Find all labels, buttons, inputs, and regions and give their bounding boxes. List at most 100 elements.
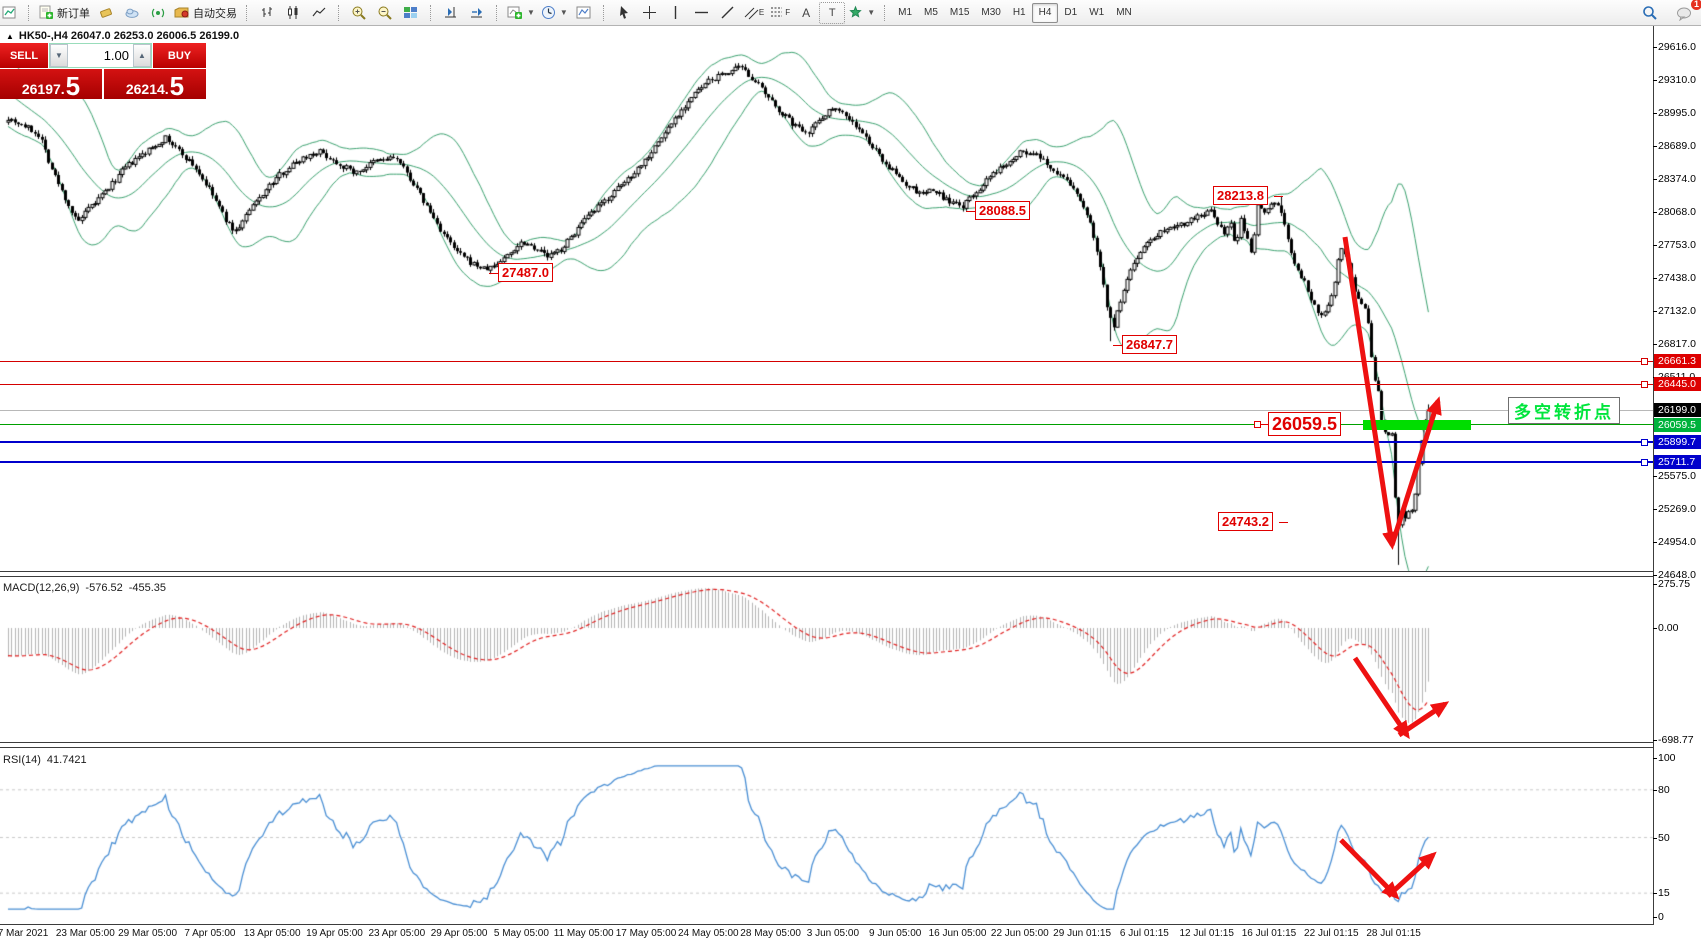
line-drag-handle[interactable] <box>1641 458 1648 466</box>
buy-price[interactable]: 26214 . 5 <box>104 69 206 99</box>
time-tick: 7 Mar 2021 <box>0 928 49 939</box>
toolbar-separator <box>246 4 248 21</box>
horizontal-level-line[interactable] <box>0 460 1653 463</box>
text-tool-button[interactable]: A <box>793 2 819 24</box>
price-annotation-label[interactable]: 26059.5 <box>1268 412 1342 436</box>
timeframe-button-m30[interactable]: M30 <box>981 7 1001 18</box>
price-annotation-label[interactable]: 24743.2 <box>1218 512 1273 531</box>
fibonacci-tool-icon[interactable]: F <box>767 2 793 24</box>
time-tick: 16 Jul 01:15 <box>1241 928 1297 939</box>
auto-scroll-icon[interactable] <box>464 2 490 24</box>
horizontal-line-tool-icon[interactable] <box>689 2 715 24</box>
new-chart-button[interactable]: ▼ <box>504 2 538 24</box>
support-zone-rectangle[interactable] <box>1363 420 1471 430</box>
new-order-button[interactable]: 新订单 <box>36 2 93 24</box>
timeframe-button-d1[interactable]: D1 <box>1064 7 1078 18</box>
label-anchor-square[interactable] <box>1254 421 1261 428</box>
eraser-icon[interactable] <box>93 2 119 24</box>
bar-chart-mode-icon[interactable] <box>254 2 280 24</box>
buy-price-pips: 5 <box>169 71 185 101</box>
zoom-in-icon[interactable] <box>346 2 372 24</box>
time-tick: 17 May 05:00 <box>615 928 677 939</box>
price-annotation-label[interactable]: 28213.8 <box>1213 186 1268 205</box>
volume-decrease-button[interactable]: ▼ <box>50 44 68 67</box>
tile-windows-icon[interactable] <box>398 2 424 24</box>
price-tick: 28068.0 <box>1658 205 1696 218</box>
horizontal-level-line[interactable] <box>0 360 1653 362</box>
dropdown-caret-icon: ▼ <box>527 8 535 17</box>
pane-separator[interactable] <box>0 576 1653 577</box>
chart-bottom-border <box>0 924 1701 925</box>
signal-icon[interactable] <box>145 2 171 24</box>
turning-point-note[interactable]: 多空转折点 <box>1508 397 1620 424</box>
volume-increase-button[interactable]: ▲ <box>133 44 151 67</box>
volume-input[interactable] <box>68 44 133 67</box>
macd-signal-value: -455.35 <box>128 582 167 594</box>
timeframe-button-mn[interactable]: MN <box>1116 7 1132 18</box>
buy-button[interactable]: BUY <box>152 43 206 68</box>
macd-tick: 0.00 <box>1658 622 1679 634</box>
buy-price-dot: . <box>164 81 169 97</box>
axis-price-label: 26059.5 <box>1654 417 1701 432</box>
sell-button[interactable]: SELL <box>0 43 49 68</box>
trendline-tool-icon[interactable] <box>715 2 741 24</box>
time-tick: 9 Jun 05:00 <box>869 928 922 939</box>
label-connector <box>489 272 498 274</box>
periods-button[interactable]: ▼ <box>538 2 571 24</box>
chart-window-icon[interactable] <box>0 2 22 24</box>
macd-name: MACD(12,26,9) <box>3 582 80 594</box>
pane-separator[interactable] <box>0 747 1653 748</box>
time-tick: 23 Mar 05:00 <box>55 928 115 939</box>
autotrading-button[interactable]: 自动交易 <box>171 2 240 24</box>
price-annotation-label[interactable]: 28088.5 <box>975 201 1030 220</box>
pane-separator[interactable] <box>0 742 1653 743</box>
candlestick-mode-icon[interactable] <box>280 2 306 24</box>
axis-price-label: 25711.7 <box>1654 454 1701 469</box>
arrows-tool-button[interactable]: ▼ <box>845 2 878 24</box>
rsi-tick: 0 <box>1658 911 1664 923</box>
line-drag-handle[interactable] <box>1641 381 1648 389</box>
pane-separator[interactable] <box>0 571 1653 572</box>
channel-tool-icon[interactable]: E <box>741 2 767 24</box>
search-icon[interactable] <box>1637 2 1663 24</box>
timeframe-button-m15[interactable]: M15 <box>949 7 970 18</box>
cloud-icon[interactable] <box>119 2 145 24</box>
text-label-letter: T <box>828 6 836 19</box>
timeframe-button-m5[interactable]: M5 <box>924 7 938 18</box>
notifications-icon[interactable]: 1 <box>1671 0 1701 24</box>
label-connector <box>1273 195 1283 197</box>
text-label-tool-button[interactable]: T <box>819 1 846 24</box>
line-drag-handle[interactable] <box>1641 358 1648 366</box>
price-axis: 29616.0 29310.0 28995.0 28689.0 28374.0 28068… <box>1653 26 1701 942</box>
horizontal-level-line[interactable] <box>0 383 1653 385</box>
horizontal-level-line[interactable] <box>0 424 1653 426</box>
vertical-line-tool-icon[interactable] <box>663 2 689 24</box>
price-annotation-label[interactable]: 26847.7 <box>1122 335 1177 354</box>
horizontal-level-line[interactable] <box>0 409 1653 411</box>
sell-button-label: SELL <box>9 49 39 62</box>
macd-tick: -698.77 <box>1658 733 1694 746</box>
line-drag-handle[interactable] <box>1641 438 1648 446</box>
sell-price[interactable]: 26197 . 5 <box>0 69 104 99</box>
templates-icon[interactable] <box>571 2 597 24</box>
axis-price-label: 26661.3 <box>1654 354 1701 369</box>
macd-main-value: -576.52 <box>85 582 123 594</box>
timeframe-button-h4[interactable]: H4 <box>1031 2 1059 23</box>
time-tick: 22 Jun 05:00 <box>990 928 1049 939</box>
chart-canvas[interactable] <box>0 26 1701 942</box>
chart-shift-icon[interactable] <box>438 2 464 24</box>
rsi-tick: 80 <box>1658 783 1670 796</box>
cursor-tool-icon[interactable] <box>611 2 637 24</box>
timeframe-button-h1[interactable]: H1 <box>1012 7 1026 18</box>
time-tick: 16 Jun 05:00 <box>928 928 987 939</box>
crosshair-tool-icon[interactable] <box>637 2 663 24</box>
collapse-icon[interactable]: ▲ <box>6 31 14 41</box>
timeframe-button-w1[interactable]: W1 <box>1089 7 1105 18</box>
zoom-out-icon[interactable] <box>372 2 398 24</box>
label-connector <box>1278 521 1288 523</box>
timeframe-button-m1[interactable]: M1 <box>898 7 913 18</box>
line-chart-mode-icon[interactable] <box>306 2 332 24</box>
horizontal-level-line[interactable] <box>0 440 1653 443</box>
price-annotation-label[interactable]: 27487.0 <box>498 263 553 282</box>
